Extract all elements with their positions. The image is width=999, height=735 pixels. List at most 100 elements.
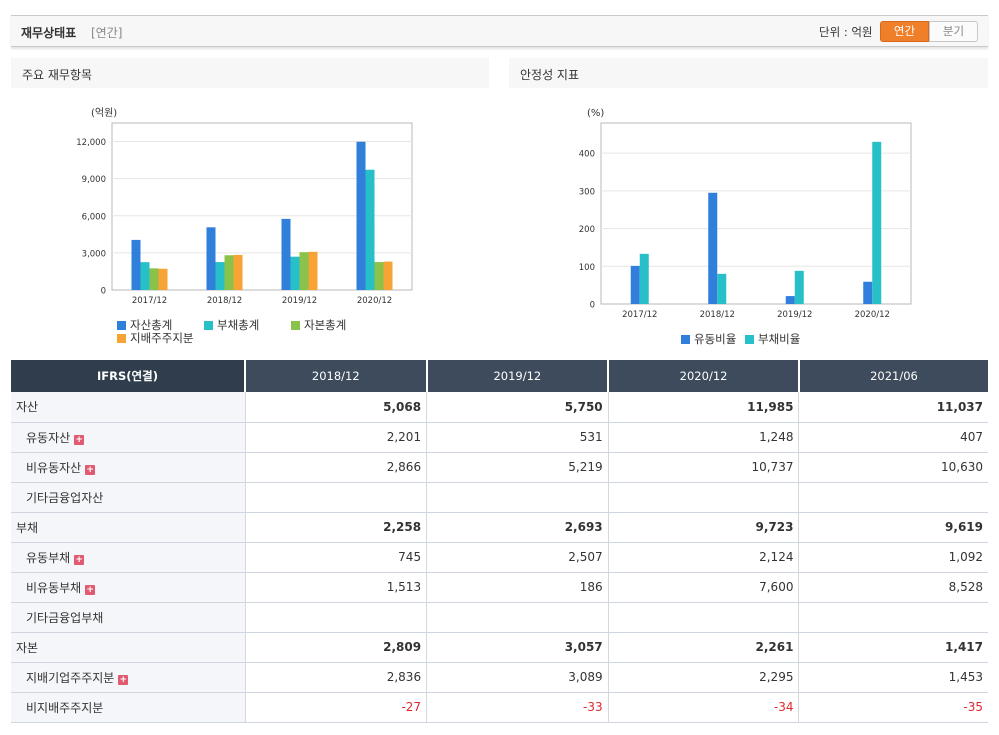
table-cell: 2,258 — [244, 512, 427, 543]
row-label-text: 비유동자산 — [26, 460, 82, 475]
row-label-text: 자산 — [16, 400, 39, 415]
stability-legend: 유동비율 부채비율 — [681, 331, 881, 347]
column-header: 2020/12 — [607, 360, 799, 392]
table-cell: 1,417 — [798, 632, 988, 663]
unit-label: 단위 : 억원 — [819, 25, 873, 39]
main-items-panel: 주요 재무항목 0 3,000 6,000 9,000 12,000 (억원) 2017/1… — [11, 58, 489, 356]
table-row: 유동부채 +745 2,507 2,124 1,092 — [11, 542, 988, 573]
table-cell: 11,037 — [798, 392, 988, 423]
bar-부채총계 — [140, 262, 150, 290]
table-cell — [426, 482, 609, 513]
y-axis-label: (%) — [587, 108, 604, 119]
legend-swatch — [204, 321, 213, 330]
bar-유동비율 — [863, 281, 873, 304]
legend-item: 부채총계 — [204, 317, 259, 333]
legend-swatch — [117, 334, 126, 343]
row-label: 비유동자산 + — [11, 452, 245, 483]
table-cell: 9,619 — [798, 512, 988, 543]
legend-swatch — [745, 335, 754, 344]
bar-자산총계 — [356, 141, 366, 290]
x-tick-label: 2019/12 — [777, 310, 812, 320]
main-items-chart: 0 3,000 6,000 9,000 12,000 (억원) 2017/12 2018/12… — [76, 107, 413, 306]
expand-plus-icon[interactable]: + — [74, 554, 85, 565]
legend-item: 부채비율 — [745, 331, 800, 347]
x-tick-label: 2017/12 — [622, 310, 657, 320]
table-cell: 2,809 — [244, 632, 427, 663]
table-cell: 407 — [798, 422, 988, 453]
table-row: 비유동자산 +2,866 5,219 10,737 10,630 — [11, 452, 988, 483]
row-label: 기타금융업자산 — [11, 482, 245, 513]
table-cell: -35 — [798, 692, 988, 723]
row-label-text: 자본 — [16, 640, 39, 655]
y-tick-label: 100 — [579, 263, 595, 273]
row-label: 기타금융업부채 — [11, 602, 245, 633]
expand-plus-icon[interactable]: + — [118, 674, 129, 685]
row-label: 자산 — [11, 392, 245, 423]
table-cell: 2,836 — [244, 662, 427, 693]
table-row: 부채 2,258 2,693 9,723 9,619 — [11, 512, 988, 543]
legend-label: 자본총계 — [304, 318, 347, 332]
y-tick-label: 0 — [590, 301, 595, 311]
table-row: 자본 2,809 3,057 2,261 1,417 — [11, 632, 988, 663]
legend-item: 유동비율 — [681, 331, 736, 347]
expand-plus-icon[interactable]: + — [85, 464, 96, 475]
row-label-text: 유동부채 — [26, 550, 71, 565]
bar-유동비율 — [708, 192, 718, 304]
main-items-legend: 자산총계 부채총계 자본총계 지배주주지분 — [117, 317, 417, 347]
x-tick-label: 2020/12 — [357, 296, 392, 306]
table-cell: 2,124 — [607, 542, 799, 573]
bar-지배주주지분 — [383, 261, 393, 290]
table-cell: 7,600 — [607, 572, 799, 603]
table-cell: 1,092 — [798, 542, 988, 573]
row-label: 부채 — [11, 512, 245, 543]
main-items-title: 주요 재무항목 — [22, 68, 93, 82]
bar-부채총계 — [215, 262, 225, 290]
bar-부채비율 — [639, 253, 649, 304]
table-cell — [244, 602, 427, 633]
table-cell: 2,866 — [244, 452, 427, 483]
bar-자본총계 — [299, 252, 309, 290]
quarter-toggle-button[interactable]: 분기 — [929, 21, 978, 42]
x-tick-label: 2019/12 — [282, 296, 317, 306]
bar-부채비율 — [872, 141, 882, 304]
table-row: 지배기업주주지분 +2,836 3,089 2,295 1,453 — [11, 662, 988, 693]
legend-item: 자산총계 — [117, 317, 172, 333]
bar-자본총계 — [224, 255, 234, 290]
bar-자본총계 — [374, 262, 384, 290]
bar-지배주주지분 — [308, 251, 318, 290]
bar-자산총계 — [206, 227, 216, 290]
y-tick-label: 400 — [579, 150, 595, 160]
row-label-text: 비유동부채 — [26, 580, 82, 595]
row-label: 비유동부채 + — [11, 572, 245, 603]
table-cell: -34 — [607, 692, 799, 723]
column-header: 2019/12 — [425, 360, 609, 392]
legend-swatch — [291, 321, 300, 330]
row-label-text: 유동자산 — [26, 430, 71, 445]
bar-유동비율 — [785, 296, 795, 304]
expand-plus-icon[interactable]: + — [74, 434, 85, 445]
table-cell: 2,201 — [244, 422, 427, 453]
y-tick-label: 200 — [579, 225, 595, 235]
x-tick-label: 2018/12 — [700, 310, 735, 320]
table-cell: 2,507 — [426, 542, 609, 573]
y-tick-label: 300 — [579, 187, 595, 197]
table-cell: 9,723 — [607, 512, 799, 543]
bar-자본총계 — [149, 268, 159, 290]
bar-지배주주지분 — [158, 268, 168, 290]
expand-plus-icon[interactable]: + — [85, 584, 96, 595]
x-tick-label: 2017/12 — [132, 296, 167, 306]
table-cell — [426, 602, 609, 633]
row-label-text: 기타금융업자산 — [26, 490, 104, 505]
row-label: 유동자산 + — [11, 422, 245, 453]
y-tick-label: 9,000 — [82, 175, 106, 185]
table-corner-header: IFRS(연결) — [11, 360, 245, 392]
stability-chart: 0 100 200 300 400 (%) 2017/12 2018/12 2019/12 202… — [579, 108, 912, 320]
table-row: 유동자산 +2,201 531 1,248 407 — [11, 422, 988, 453]
y-tick-label: 0 — [101, 287, 106, 297]
table-cell: 5,750 — [426, 392, 609, 423]
legend-label: 유동비율 — [694, 332, 737, 346]
table-cell: 531 — [426, 422, 609, 453]
table-cell: 2,693 — [426, 512, 609, 543]
balance-sheet-table: IFRS(연결) 2018/12 2019/12 2020/12 2021/06… — [11, 360, 988, 723]
annual-toggle-button[interactable]: 연간 — [880, 21, 929, 42]
